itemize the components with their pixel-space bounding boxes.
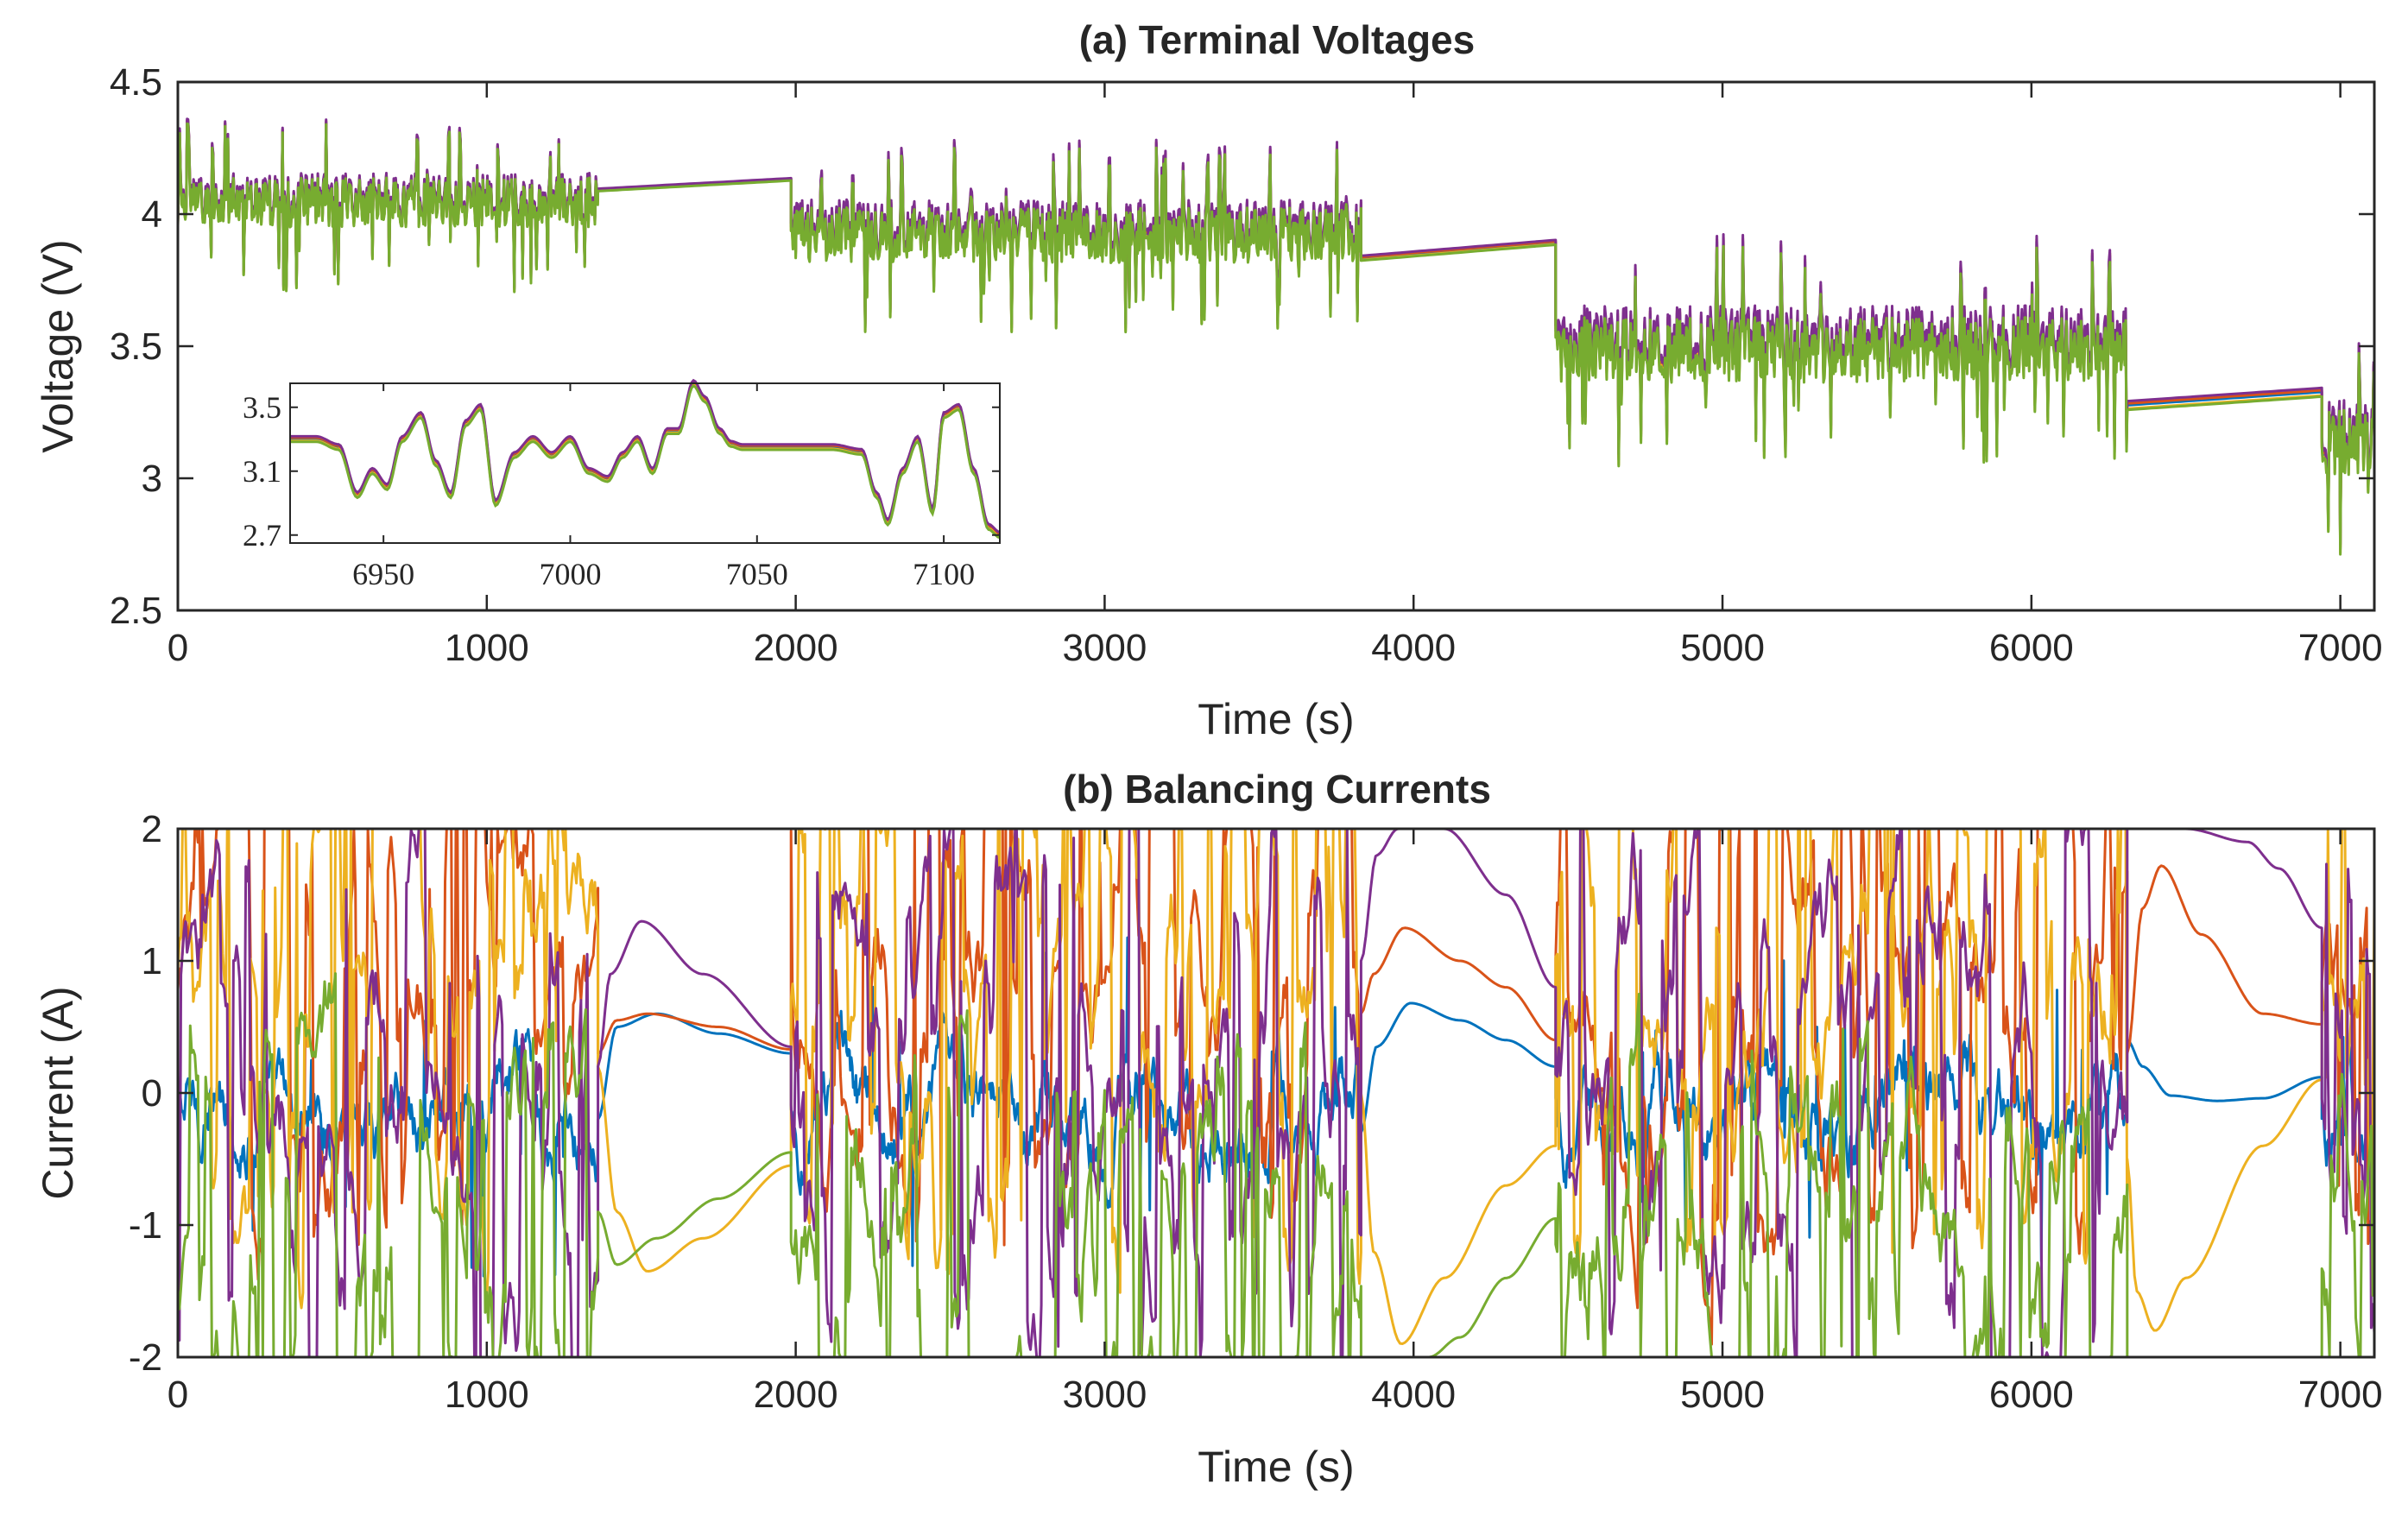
inset-zoom: 6950 7000 7050 7100 2.7 3.1 3.5	[243, 378, 1001, 591]
chart-title-a: (a) Terminal Voltages	[1079, 17, 1475, 62]
y-axis-label-b: Current (A)	[34, 986, 82, 1199]
current-line-cell-2	[178, 829, 2374, 1346]
x-tick-label: 7000	[2298, 1374, 2383, 1416]
x-tick-label: 1000	[445, 1374, 529, 1416]
x-tick-label: 5000	[1680, 627, 1765, 669]
y-tick-label: 3	[142, 458, 162, 500]
x-axis-label-a: Time (s)	[1198, 695, 1354, 743]
y-tick-label: 0	[142, 1072, 162, 1115]
current-line-cell-3	[178, 829, 2374, 1345]
inset-line-cell-4	[290, 378, 1001, 534]
y-tick-label: 3.5	[110, 325, 162, 368]
x-tick-label: 6950	[352, 557, 414, 591]
inset-frame	[289, 382, 1001, 544]
inset-background	[290, 383, 1000, 543]
x-tick-label: 5000	[1680, 1374, 1765, 1416]
current-series-group	[178, 829, 2374, 1357]
panel-balancing-currents: (b) Balancing Currents 0 1000 2000 3000 4000…	[34, 767, 2383, 1491]
inset-axis-ticks: 6950 7000 7050 7100 2.7 3.1 3.5	[243, 383, 1000, 591]
voltage-line-cell-5	[176, 122, 2375, 556]
x-tick-label: 2000	[754, 627, 838, 669]
x-tick-label: 7000	[2298, 627, 2383, 669]
y-tick-label: 2.5	[110, 590, 162, 632]
y-tick-label: 2.7	[243, 518, 281, 553]
y-axis-label-a: Voltage (V)	[34, 239, 82, 452]
y-tick-label: -2	[129, 1336, 162, 1379]
x-tick-label: 4000	[1371, 627, 1456, 669]
x-tick-label: 3000	[1062, 627, 1147, 669]
y-tick-label: 4.5	[110, 61, 162, 104]
x-tick-label: 4000	[1371, 1374, 1456, 1416]
y-tick-label: -1	[129, 1204, 162, 1247]
inset-line-cell-5	[290, 384, 1001, 540]
x-tick-label: 0	[167, 627, 188, 669]
x-tick-label: 2000	[754, 1374, 838, 1416]
y-tick-label: 3.1	[243, 454, 281, 489]
x-tick-label: 7050	[726, 557, 788, 591]
y-tick-label: 3.5	[243, 390, 281, 425]
chart-title-b: (b) Balancing Currents	[1063, 767, 1491, 812]
panel-terminal-voltages: (a) Terminal Voltages 0 1000 2000 3000 4000 5…	[34, 17, 2383, 743]
inset-series-group	[290, 378, 1001, 540]
axis-ticks-b: 0 1000 2000 3000 4000 5000 6000 7000 -2 -1 0 1 2	[129, 808, 2383, 1416]
x-tick-label: 6000	[1989, 627, 2074, 669]
x-tick-label: 0	[167, 1374, 188, 1416]
x-tick-label: 3000	[1062, 1374, 1147, 1416]
x-tick-label: 7000	[539, 557, 601, 591]
axis-ticks-a: 0 1000 2000 3000 4000 5000 6000 7000 2.5 3 3.5 4 4.5	[110, 61, 2383, 669]
x-axis-label-b: Time (s)	[1198, 1443, 1354, 1491]
y-tick-label: 1	[142, 940, 162, 982]
x-tick-label: 7100	[913, 557, 975, 591]
x-tick-label: 1000	[445, 627, 529, 669]
y-tick-label: 4	[142, 193, 162, 236]
y-tick-label: 2	[142, 808, 162, 850]
voltage-series-group	[176, 117, 2375, 556]
x-tick-label: 6000	[1989, 1374, 2074, 1416]
current-line-cell-5	[178, 972, 2374, 1357]
